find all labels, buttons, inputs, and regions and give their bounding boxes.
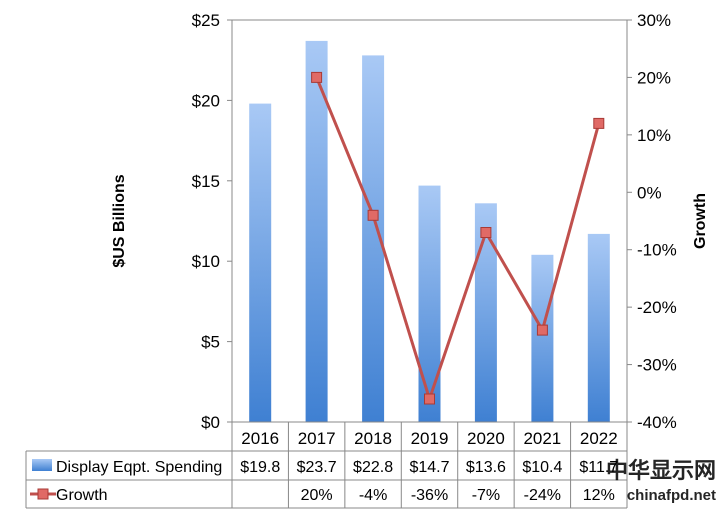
growth-point-2022 (593, 117, 605, 129)
growth-point-2017 (311, 71, 323, 83)
y-axis-title-right: Growth (692, 193, 709, 249)
watermark: 中华显示网 chinafpd.net (606, 458, 716, 504)
data-table: 2016 2017 2018 2019 2020 2021 2022 Display Eqpt… (25, 421, 628, 509)
left-tick-label: $10 (192, 252, 220, 271)
bar-2016 (249, 103, 272, 422)
growth-point-2018 (367, 209, 379, 221)
table-cell-spending: $11.7 (579, 459, 618, 476)
growth-line (315, 76, 601, 404)
table-cell-spending: $14.7 (409, 459, 449, 476)
table-cell-growth: -24% (524, 487, 561, 504)
bar-2022 (587, 233, 610, 422)
table-cell-growth: -4% (359, 487, 387, 504)
legend-swatch-bars (32, 459, 52, 471)
growth-point-2020 (480, 227, 492, 238)
left-tick-label: $15 (192, 172, 220, 191)
legend-label-bars: Display Eqpt. Spending (56, 459, 222, 476)
growth-point-2019 (424, 393, 435, 405)
left-tick-label: $25 (192, 11, 220, 30)
right-tick-label: 0% (637, 183, 662, 202)
x-tick-label: 2016 (241, 429, 279, 448)
right-tick-label: -30% (637, 356, 677, 375)
right-tick-label: 10% (637, 126, 671, 145)
table-cell-spending: $22.8 (353, 459, 393, 476)
left-tick-label: $0 (201, 413, 220, 432)
bar-2021 (531, 254, 554, 422)
growth-point-2021 (536, 324, 548, 336)
table-cell-spending: $13.6 (466, 459, 506, 476)
x-tick-label: 2022 (580, 429, 618, 448)
axes: $0 $5 $10 $15 $20 $25 -40% -30% -20% -10% 0% 10% 20%… (111, 11, 709, 432)
plot-area (231, 19, 628, 423)
watermark-text: 中华显示网 (606, 458, 716, 483)
right-tick-label: 20% (637, 68, 671, 87)
x-tick-label: 2017 (298, 429, 336, 448)
left-tick-label: $5 (201, 333, 220, 352)
legend-marker-line (37, 488, 49, 500)
bar-2019 (418, 185, 441, 422)
x-tick-label: 2021 (523, 429, 561, 448)
y-axis-title: $US Billions (111, 174, 128, 267)
bar-2018 (362, 55, 385, 423)
table-cell-growth: 20% (301, 487, 333, 504)
x-tick-label: 2020 (467, 429, 505, 448)
legend-label-line: Growth (56, 487, 108, 504)
right-tick-label: -10% (637, 241, 677, 260)
table-cell-spending: $19.8 (240, 459, 280, 476)
x-tick-label: 2019 (411, 429, 449, 448)
table-cell-growth: 12% (583, 487, 615, 504)
table-cell-growth: -7% (472, 487, 500, 504)
right-tick-label: 30% (637, 11, 671, 30)
x-tick-label: 2018 (354, 429, 392, 448)
right-tick-label: -20% (637, 298, 677, 317)
bar-2017 (305, 40, 328, 423)
table-cell-spending: $10.4 (522, 459, 562, 476)
right-tick-label: -40% (637, 413, 677, 432)
left-tick-label: $20 (192, 91, 220, 110)
table-cell-spending: $23.7 (297, 459, 337, 476)
watermark-url: chinafpd.net (627, 487, 716, 504)
table-cell-growth: -36% (411, 487, 448, 504)
bar-2020 (474, 203, 497, 422)
